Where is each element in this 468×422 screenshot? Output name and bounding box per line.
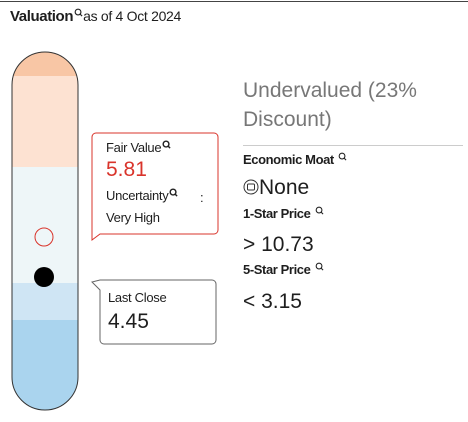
five-star-value: 3.15: [261, 290, 302, 313]
last-close-value: 4.45: [108, 310, 149, 333]
info-icon[interactable]: [169, 188, 179, 197]
uncertainty-separator: :: [200, 190, 204, 205]
moat-label: Economic Moat: [243, 152, 334, 167]
moat-label-row: Economic Moat: [243, 152, 347, 167]
last-close-label: Last Close: [108, 290, 167, 305]
moat-row: None: [243, 176, 309, 200]
info-icon[interactable]: [315, 262, 324, 271]
moat-value: None: [259, 176, 310, 199]
five-star-label-row: 5-Star Price: [243, 262, 324, 277]
fair-value-marker: [34, 227, 54, 247]
valuation-bar: [11, 51, 79, 411]
divider: [243, 145, 463, 146]
one-star-row: > 10.73: [243, 233, 314, 257]
one-star-label-row: 1-Star Price: [243, 206, 324, 221]
top-rule: [0, 1, 468, 2]
info-icon[interactable]: [162, 140, 171, 149]
assessment: Undervalued (23% Discount): [243, 79, 417, 131]
uncertainty-row: Uncertainty: [106, 188, 179, 203]
uncertainty-value: Very High: [106, 210, 160, 225]
info-icon[interactable]: [74, 8, 83, 17]
fair-value-label-row: Fair Value: [106, 140, 171, 155]
five-star-symbol: <: [243, 290, 256, 313]
as-of: as of 4 Oct 2024: [83, 8, 182, 24]
one-star-symbol: >: [243, 233, 256, 256]
fair-value: 5.81: [106, 158, 147, 181]
five-star-row: < 3.15: [243, 290, 302, 314]
moat-icon: [243, 179, 259, 195]
one-star-value: 10.73: [261, 233, 314, 256]
five-star-label: 5-Star Price: [243, 262, 311, 277]
title: Valuation: [10, 8, 74, 25]
header: Valuation as of 4 Oct 2024: [10, 8, 181, 25]
last-close-marker: [34, 267, 54, 287]
info-icon[interactable]: [315, 206, 324, 215]
fair-value-label: Fair Value: [106, 140, 162, 155]
info-icon[interactable]: [338, 152, 347, 161]
callouts: [91, 132, 219, 345]
one-star-label: 1-Star Price: [243, 206, 311, 221]
uncertainty-label: Uncertainty: [106, 188, 169, 203]
